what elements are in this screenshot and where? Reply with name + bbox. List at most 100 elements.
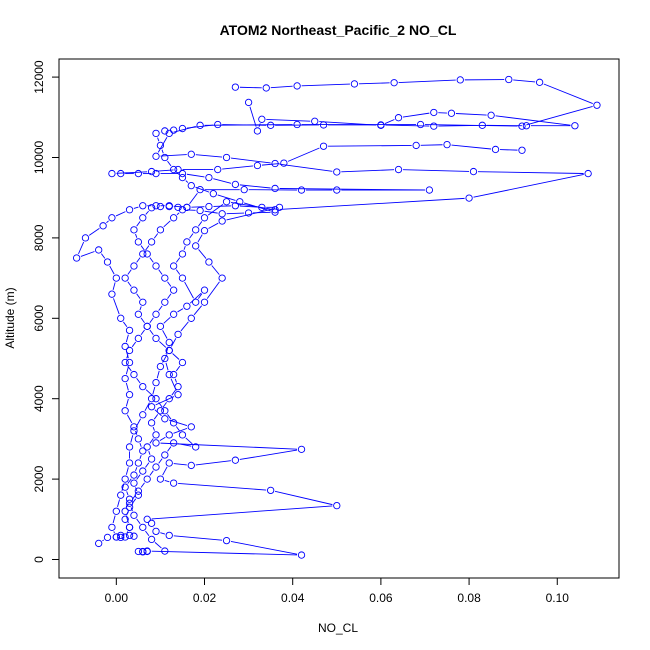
series-segment xyxy=(513,79,536,83)
series-segment xyxy=(213,178,232,184)
data-point xyxy=(134,459,143,467)
data-point xyxy=(205,258,213,266)
series-segment xyxy=(171,338,177,347)
series-segment xyxy=(130,435,134,443)
data-point xyxy=(161,415,169,423)
series-segment xyxy=(184,281,194,299)
data-point xyxy=(130,471,138,479)
data-point xyxy=(134,547,143,556)
data-point xyxy=(134,310,143,318)
data-point xyxy=(156,362,165,371)
series-segment xyxy=(163,220,171,228)
data-point xyxy=(139,523,147,531)
data-point xyxy=(169,126,178,134)
data-point xyxy=(117,533,125,542)
data-point xyxy=(165,395,173,403)
series-segment xyxy=(144,402,150,412)
data-point xyxy=(491,145,500,154)
data-point xyxy=(178,124,187,133)
data-point xyxy=(293,82,301,90)
series-segment xyxy=(160,442,298,450)
data-point xyxy=(152,202,160,210)
data-point xyxy=(192,242,200,250)
series-segment xyxy=(175,365,181,372)
series-segment xyxy=(162,466,168,476)
data-point xyxy=(293,120,301,129)
series-segment xyxy=(158,305,163,311)
series-segment xyxy=(495,115,571,126)
y-tick-label: 10000 xyxy=(32,140,46,174)
data-point xyxy=(584,169,592,178)
data-point xyxy=(262,84,270,92)
data-point xyxy=(121,274,129,282)
data-point xyxy=(231,456,240,464)
data-point xyxy=(333,168,341,176)
series-segment xyxy=(125,398,129,407)
data-point xyxy=(178,274,187,282)
series-segment xyxy=(211,265,220,275)
data-point xyxy=(161,354,169,363)
series-segment xyxy=(131,494,137,500)
data-point xyxy=(447,109,456,117)
series-segment xyxy=(162,402,167,408)
series-segment xyxy=(149,438,154,444)
data-point xyxy=(130,511,138,519)
series-segment xyxy=(112,515,116,524)
series-segment xyxy=(149,329,154,336)
series-segment xyxy=(222,165,253,170)
series-segment xyxy=(177,308,184,313)
data-point xyxy=(152,527,160,536)
series-segment xyxy=(301,83,350,87)
data-point xyxy=(571,122,579,130)
data-point xyxy=(174,330,182,339)
data-point xyxy=(152,334,160,343)
data-point xyxy=(456,76,464,84)
series-segment xyxy=(149,257,154,263)
series-segment xyxy=(177,443,192,447)
series-segment xyxy=(176,172,180,175)
data-point xyxy=(152,262,160,270)
data-point xyxy=(297,551,306,559)
series-segment xyxy=(116,171,148,174)
data-point xyxy=(156,141,165,150)
data-point xyxy=(187,423,195,431)
series-segment xyxy=(157,137,160,142)
data-point xyxy=(183,203,191,211)
series-segment xyxy=(204,210,218,214)
data-point xyxy=(469,167,478,176)
data-point xyxy=(152,310,160,318)
y-tick-label: 6000 xyxy=(32,305,46,332)
data-point xyxy=(108,169,116,178)
data-point xyxy=(152,152,160,160)
series-segment xyxy=(155,396,175,406)
data-point xyxy=(465,194,473,202)
data-point xyxy=(178,173,187,182)
data-point xyxy=(156,322,165,330)
series-segment xyxy=(189,292,202,304)
data-point xyxy=(134,487,143,495)
series-segment xyxy=(217,194,236,201)
series-segment xyxy=(153,233,159,239)
series-segment xyxy=(477,171,584,174)
series-segment xyxy=(145,389,153,397)
data-point xyxy=(412,141,420,150)
data-point xyxy=(205,173,213,182)
data-point xyxy=(95,246,103,254)
series-segment xyxy=(185,180,189,183)
data-point xyxy=(139,467,147,475)
series-segment xyxy=(153,414,159,420)
data-point xyxy=(169,165,178,174)
series-segment xyxy=(100,253,106,259)
data-point xyxy=(244,98,253,107)
data-point xyxy=(156,202,165,211)
series-segment xyxy=(226,212,245,215)
data-point xyxy=(236,198,244,206)
data-point xyxy=(280,159,288,167)
x-tick-label: 0.04 xyxy=(281,591,305,605)
series-segment xyxy=(261,163,280,166)
data-point xyxy=(143,322,151,330)
data-point xyxy=(178,358,187,367)
series-segment xyxy=(156,370,160,379)
data-point xyxy=(425,186,434,194)
data-point xyxy=(112,507,120,515)
